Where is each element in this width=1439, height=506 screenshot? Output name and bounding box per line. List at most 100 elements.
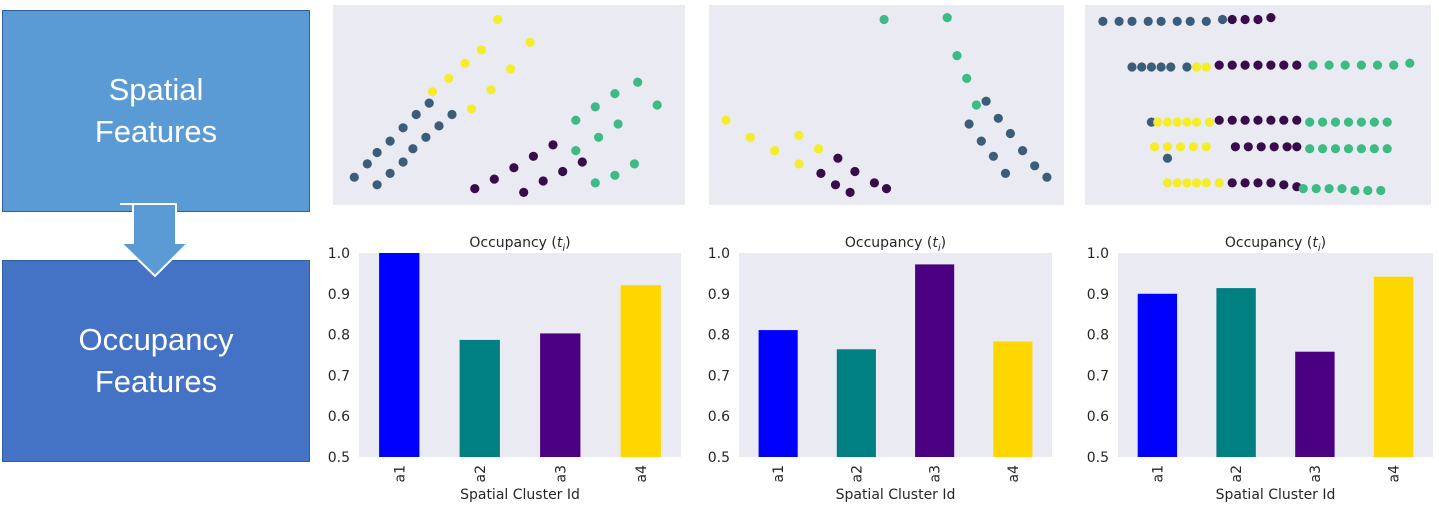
bar-chart-1-ytick-1.0: 1.0 [328, 246, 350, 262]
spatial-features-box: Spatial Features [2, 10, 310, 212]
scatter-3-point-a3-14 [1240, 115, 1250, 125]
bar-chart-2-xlabel: Spatial Cluster Id [836, 487, 956, 503]
scatter-3-point-a3-20 [1243, 142, 1253, 152]
scatter-3-point-a2-12 [1356, 117, 1366, 127]
scatter-2-point-a2-2 [942, 13, 952, 23]
scatter-3-point-a3-10 [1279, 60, 1289, 70]
bar-chart-1-xtick-a3: a3 [553, 465, 569, 483]
scatter-3-point-a2-27 [1363, 185, 1373, 196]
scatter-1-point-a1-3 [372, 147, 382, 158]
scatter-3-point-a3-26 [1240, 178, 1250, 188]
scatter-2-point-a3-7 [881, 184, 892, 194]
bar-chart-1-xtick-a2: a2 [473, 465, 489, 483]
bar-chart-1-bar-a2 [459, 339, 500, 457]
scatter-3-point-a2-15 [1305, 144, 1315, 154]
scatter-3-point-a1-9 [1217, 14, 1228, 25]
bar-chart-3-xtick-a4: a4 [1387, 465, 1403, 483]
scatter-1-point-a2-7 [594, 132, 604, 142]
bar-chart-1-bar-a4 [620, 285, 661, 457]
scatter-2-point-a2-3 [952, 51, 962, 61]
scatter-3-point-a3-15 [1253, 115, 1263, 125]
occupancy-features-label-line1: Occupancy [78, 322, 234, 357]
scatter-1-point-a1-7 [424, 98, 434, 108]
scatter-3-point-a4-19 [1214, 178, 1224, 188]
scatter-1-point-a2-11 [629, 159, 640, 169]
scatter-1-point-a1-14 [447, 109, 457, 120]
scatter-1-point-a3-6 [519, 187, 529, 197]
bar-chart-3-bar-a2 [1216, 288, 1256, 457]
scatter-1-point-a4-5 [493, 14, 503, 25]
scatter-3-point-a2-19 [1356, 144, 1366, 154]
scatter-1-point-a1-6 [411, 109, 421, 120]
bar-chart-2-ytick-0.5: 0.5 [708, 450, 730, 466]
bar-chart-3-ytick-0.9: 0.9 [1087, 287, 1109, 303]
scatter-3-point-a3-5 [1214, 60, 1224, 70]
scatter-3-point-a1-12 [1146, 62, 1156, 72]
scatter-3-point-a4-6 [1182, 117, 1192, 127]
bar-chart-2-xtick-a3: a3 [928, 465, 944, 483]
scatter-2-point-a4-5 [813, 144, 824, 154]
bar-chart-3-xtick-a3: a3 [1308, 465, 1324, 483]
scatter-3-point-a4-3 [1153, 117, 1163, 127]
scatter-1-point-a3-7 [538, 176, 548, 186]
scatter-3-point-a2-28 [1376, 185, 1386, 196]
scatter-1-point-a2-5 [652, 100, 662, 110]
scatter-2-point-a3-6 [845, 187, 855, 197]
scatter-3-point-a3-1 [1227, 14, 1237, 25]
scatter-3-point-a2-8 [1305, 117, 1315, 127]
scatter-3-point-a2-10 [1330, 117, 1341, 127]
scatter-3-point-a3-6 [1227, 60, 1237, 70]
occupancy-features-box: Occupancy Features [2, 260, 310, 462]
scatter-1-point-a4-6 [466, 104, 477, 114]
scatter-3-point-a3-16 [1266, 115, 1276, 125]
scatter-3-point-a3-13 [1227, 115, 1237, 125]
scatter-3-point-a4-11 [1175, 142, 1186, 152]
scatter-3-point-a4-15 [1172, 178, 1182, 188]
scatter-3-point-a4-10 [1162, 142, 1173, 152]
scatter-3-point-a3-12 [1214, 115, 1224, 125]
bar-chart-2-xtick-a2: a2 [849, 465, 865, 483]
scatter-panel-3 [1085, 5, 1431, 205]
scatter-3-point-a3-11 [1292, 60, 1302, 70]
scatter-3-point-a4-4 [1162, 117, 1173, 127]
scatter-3-point-a2-4 [1356, 60, 1366, 70]
scatter-panel-2 [709, 5, 1064, 205]
scatter-1-point-a1-12 [421, 132, 431, 142]
bar-chart-1-ytick-0.7: 0.7 [328, 368, 350, 384]
scatter-3-point-a1-6 [1172, 16, 1182, 26]
scatter-1-point-a4-3 [460, 58, 470, 68]
scatter-2-point-a1-2 [976, 136, 986, 146]
bar-chart-3-ytick-0.8: 0.8 [1087, 328, 1109, 344]
scatter-1-point-a3-1 [470, 184, 480, 194]
scatter-1-point-a1-5 [398, 123, 408, 133]
scatter-2-point-a4-4 [794, 130, 804, 140]
scatter-3-point-a1-2 [1114, 16, 1124, 26]
scatter-3-point-a4-2 [1201, 62, 1211, 72]
spatial-features-label-line2: Features [94, 114, 218, 149]
scatter-1-point-a1-13 [434, 121, 444, 131]
scatter-2-point-a3-1 [833, 153, 843, 163]
scatter-3-point-a1-14 [1166, 62, 1176, 72]
bar-chart-3-xtick-a1: a1 [1150, 465, 1166, 483]
scatter-3-point-a3-21 [1256, 142, 1266, 152]
bar-chart-2-bar-a2 [836, 349, 876, 457]
scatter-1-point-a3-3 [509, 163, 519, 173]
scatter-3-point-a2-11 [1343, 117, 1354, 127]
scatter-3-point-a3-19 [1230, 142, 1240, 152]
bar-chart-2-title: Occupancy (ti) [845, 235, 946, 254]
bar-chart-1-bar-a1 [379, 253, 420, 457]
scatter-1-point-a2-10 [610, 170, 620, 180]
scatter-1-point-a1-9 [385, 168, 395, 178]
scatter-1-point-a4-2 [444, 73, 454, 83]
scatter-2-point-a1-4 [1000, 168, 1011, 178]
bar-chart-2-ytick-0.6: 0.6 [708, 409, 730, 425]
scatter-2-point-a1-1 [964, 119, 974, 129]
scatter-1-point-a2-4 [633, 77, 643, 87]
bar-chart-2-ytick-0.8: 0.8 [708, 328, 730, 344]
scatter-3-point-a1-13 [1156, 62, 1166, 72]
bar-chart-3-bar-a3 [1295, 351, 1335, 457]
scatter-3-point-a1-11 [1137, 62, 1147, 72]
scatter-3-point-a2-2 [1324, 60, 1334, 70]
scatter-2-point-a4-2 [745, 132, 756, 142]
